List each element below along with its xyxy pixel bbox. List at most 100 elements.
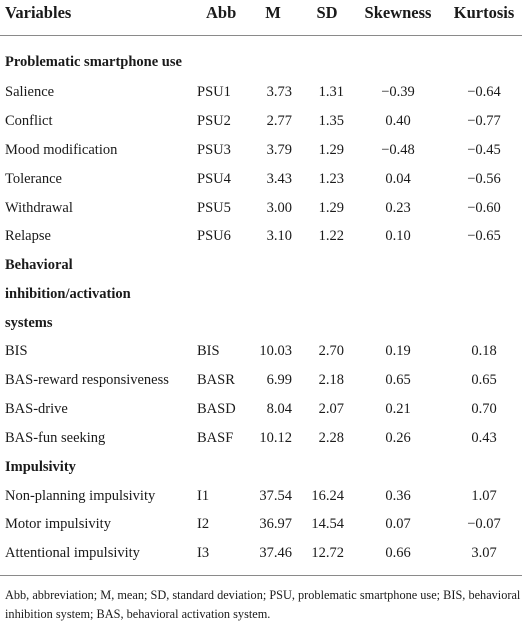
cell-abb: PSU6 <box>197 228 231 244</box>
cell-skewness: 0.23 <box>385 200 411 216</box>
cell-m: 3.79 <box>266 142 292 158</box>
cell-sd: 1.35 <box>318 113 344 129</box>
table-row: Withdrawal PSU5 3.00 1.29 0.23 −0.60 <box>0 194 524 222</box>
cell-variable: Salience <box>5 84 55 100</box>
section-title: Problematic smartphone use <box>5 54 182 70</box>
cell-sd: 2.28 <box>318 430 344 446</box>
cell-skewness: 0.26 <box>385 430 411 446</box>
section-heading: Problematic smartphone use <box>0 48 524 76</box>
table-row: Tolerance PSU4 3.43 1.23 0.04 −0.56 <box>0 165 524 193</box>
section-heading: Impulsivity <box>0 453 524 481</box>
table-row: BIS BIS 10.03 2.70 0.19 0.18 <box>0 337 524 365</box>
header-skewness: Skewness <box>364 3 432 22</box>
cell-variable: BAS-drive <box>5 401 68 417</box>
cell-sd: 2.18 <box>318 372 344 388</box>
header-rule <box>0 35 522 36</box>
cell-abb: BASD <box>197 401 236 417</box>
cell-skewness: 0.07 <box>385 516 411 532</box>
cell-sd: 1.22 <box>318 228 344 244</box>
cell-skewness: 0.04 <box>385 171 411 187</box>
header-abb: Abb <box>206 3 237 22</box>
cell-variable: BIS <box>5 343 28 359</box>
cell-kurtosis: −0.64 <box>467 84 501 100</box>
cell-skewness: 0.10 <box>385 228 411 244</box>
cell-skewness: 0.36 <box>385 488 411 504</box>
cell-variable: Relapse <box>5 228 51 244</box>
cell-abb: I1 <box>197 488 210 504</box>
cell-m: 10.03 <box>259 343 292 359</box>
section-heading: Behavioral <box>0 251 524 279</box>
cell-abb: I3 <box>197 545 210 561</box>
cell-sd: 1.29 <box>318 142 344 158</box>
cell-m: 3.73 <box>266 84 292 100</box>
cell-abb: PSU4 <box>197 171 231 187</box>
cell-sd: 2.70 <box>318 343 344 359</box>
cell-abb: BASR <box>197 372 235 388</box>
cell-skewness: 0.19 <box>385 343 411 359</box>
table-footnote: Abb, abbreviation; M, mean; SD, standard… <box>5 588 521 621</box>
table-row: Non-planning impulsivity I1 37.54 16.24 … <box>0 482 524 510</box>
header-kurtosis: Kurtosis <box>453 3 515 22</box>
header-variables: Variables <box>5 3 72 22</box>
cell-kurtosis: 0.70 <box>471 401 497 417</box>
cell-skewness: 0.66 <box>385 545 411 561</box>
cell-sd: 1.29 <box>318 200 344 216</box>
section-title-line: inhibition/activation <box>5 286 131 302</box>
section-heading: inhibition/activation <box>0 280 524 308</box>
header-sd: SD <box>316 3 338 22</box>
cell-variable: Non-planning impulsivity <box>5 488 156 504</box>
cell-kurtosis: −0.77 <box>467 113 501 129</box>
cell-variable: Attentional impulsivity <box>5 545 140 561</box>
table-row: Motor impulsivity I2 36.97 14.54 0.07 −0… <box>0 510 524 538</box>
cell-kurtosis: −0.56 <box>467 171 501 187</box>
table-row: Conflict PSU2 2.77 1.35 0.40 −0.77 <box>0 107 524 135</box>
section-heading: systems <box>0 309 524 337</box>
cell-m: 36.97 <box>259 516 292 532</box>
cell-m: 8.04 <box>266 401 292 417</box>
cell-sd: 1.31 <box>318 84 344 100</box>
cell-variable: Mood modification <box>5 142 118 158</box>
cell-m: 10.12 <box>259 430 292 446</box>
cell-kurtosis: −0.65 <box>467 228 501 244</box>
cell-abb: PSU3 <box>197 142 231 158</box>
table-row: Attentional impulsivity I3 37.46 12.72 0… <box>0 539 524 567</box>
cell-kurtosis: −0.45 <box>467 142 501 158</box>
cell-abb: PSU2 <box>197 113 231 129</box>
header-m: M <box>265 3 281 22</box>
cell-kurtosis: 0.43 <box>471 430 497 446</box>
table-row: Relapse PSU6 3.10 1.22 0.10 −0.65 <box>0 222 524 250</box>
cell-m: 3.43 <box>266 171 292 187</box>
cell-m: 6.99 <box>266 372 292 388</box>
cell-skewness: −0.39 <box>381 84 415 100</box>
table-row: BAS-fun seeking BASF 10.12 2.28 0.26 0.4… <box>0 424 524 452</box>
cell-sd: 16.24 <box>311 488 344 504</box>
cell-sd: 1.23 <box>318 171 344 187</box>
cell-kurtosis: −0.07 <box>467 516 501 532</box>
footer-rule <box>0 575 522 576</box>
cell-skewness: 0.65 <box>385 372 411 388</box>
cell-variable: Conflict <box>5 113 53 129</box>
cell-skewness: −0.48 <box>381 142 415 158</box>
cell-kurtosis: 3.07 <box>471 545 497 561</box>
cell-m: 37.54 <box>259 488 292 504</box>
cell-m: 3.10 <box>266 228 292 244</box>
cell-abb: PSU5 <box>197 200 231 216</box>
cell-variable: Tolerance <box>5 171 62 187</box>
table-row: Salience PSU1 3.73 1.31 −0.39 −0.64 <box>0 78 524 106</box>
cell-m: 37.46 <box>259 545 292 561</box>
cell-sd: 14.54 <box>311 516 344 532</box>
cell-kurtosis: 0.65 <box>471 372 497 388</box>
cell-variable: BAS-reward responsiveness <box>5 372 169 388</box>
cell-abb: BIS <box>197 343 220 359</box>
section-title-line: Behavioral <box>5 257 73 273</box>
cell-variable: Motor impulsivity <box>5 516 111 532</box>
table-header-row: Variables Abb M SD Skewness Kurtosis <box>0 0 524 28</box>
cell-skewness: 0.40 <box>385 113 411 129</box>
cell-abb: BASF <box>197 430 234 446</box>
section-title-line: systems <box>5 315 53 331</box>
cell-variable: Withdrawal <box>5 200 73 216</box>
cell-m: 2.77 <box>266 113 292 129</box>
cell-m: 3.00 <box>266 200 292 216</box>
table-row: BAS-drive BASD 8.04 2.07 0.21 0.70 <box>0 395 524 423</box>
cell-abb: PSU1 <box>197 84 231 100</box>
